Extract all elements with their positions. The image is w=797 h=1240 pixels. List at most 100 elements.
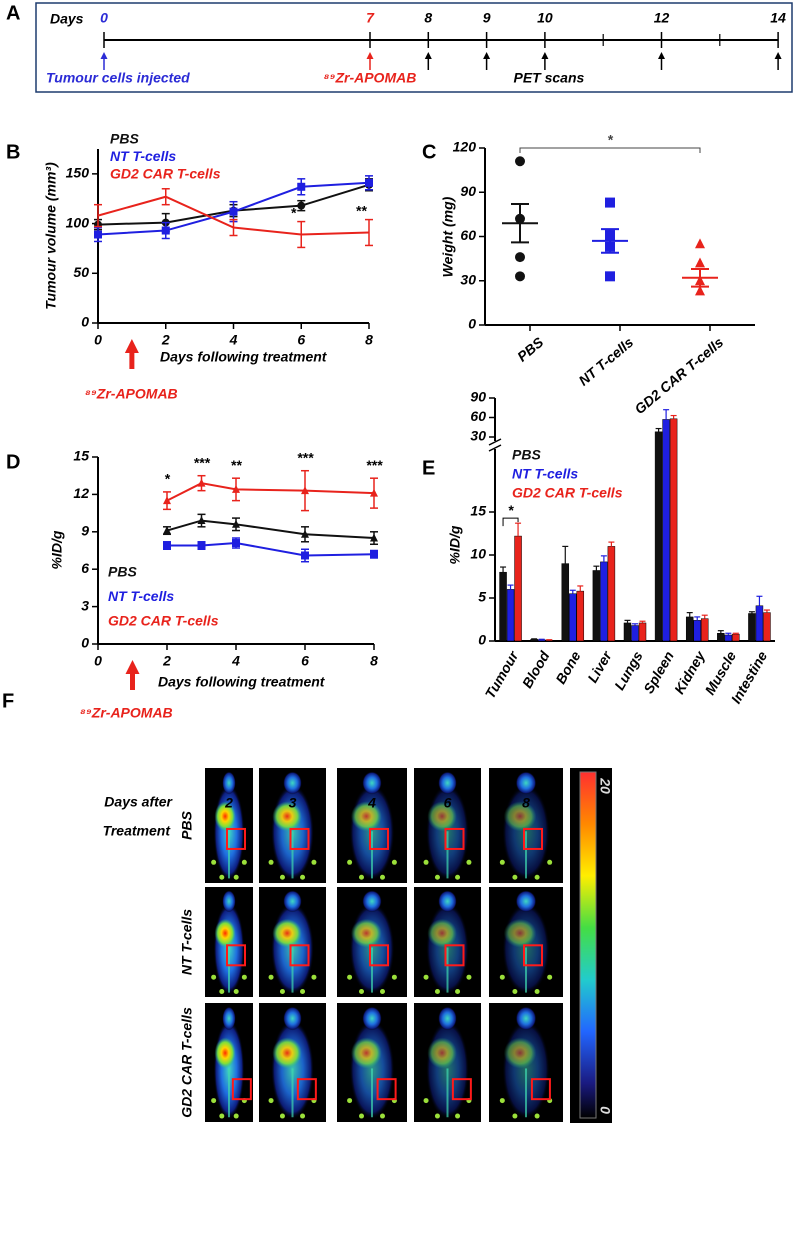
y-axis-label: %ID/g xyxy=(49,530,65,569)
y-tick-label: 120 xyxy=(453,139,477,155)
mouse-head xyxy=(438,1006,457,1031)
legend-entry: GD2 CAR T-cells xyxy=(110,166,221,182)
panel-label: F xyxy=(2,690,14,712)
treatment-label: ⁸⁹Zr-APOMAB xyxy=(85,386,178,402)
y-tick-label: 60 xyxy=(460,227,476,243)
x-tick-label: 0 xyxy=(94,653,102,669)
colorbar xyxy=(579,771,597,1119)
tumour-roi xyxy=(226,827,246,850)
y-tick-label: 90 xyxy=(470,389,486,405)
significance-bracket xyxy=(519,147,701,153)
column-label: 4 xyxy=(367,795,376,811)
uptake-spot xyxy=(512,874,518,880)
x-tick-label: PBS xyxy=(514,333,547,364)
bar xyxy=(700,618,709,642)
uptake-spot xyxy=(391,974,397,980)
uptake-spot xyxy=(279,989,285,994)
mouse-head xyxy=(222,890,236,913)
mouse-head xyxy=(283,890,302,913)
y-axis-label: Tumour volume (mm³) xyxy=(43,162,59,310)
x-tick-label: Blood xyxy=(519,648,553,691)
bar xyxy=(600,561,608,642)
event-label: Tumour cells injected xyxy=(46,70,190,86)
y-tick-label: 150 xyxy=(66,165,90,181)
event-arrow-head xyxy=(100,52,108,59)
panel-label: C xyxy=(422,141,436,163)
column-label: 6 xyxy=(444,795,452,811)
tumour-roi xyxy=(376,1078,397,1101)
legend-entry: NT T-cells xyxy=(110,148,176,164)
y-tick-label: 30 xyxy=(460,271,476,287)
axis-break xyxy=(488,444,502,452)
point xyxy=(515,156,525,167)
uptake-spot xyxy=(219,874,225,880)
uptake-spot xyxy=(233,1113,239,1119)
point xyxy=(232,539,240,548)
point xyxy=(365,178,373,187)
bar xyxy=(732,633,740,642)
x-axis-label: Days following treatment xyxy=(158,674,326,690)
uptake-liver xyxy=(351,918,382,948)
mouse-head xyxy=(438,771,457,795)
bar xyxy=(638,622,647,642)
tumour-roi xyxy=(444,827,465,850)
point xyxy=(229,207,238,216)
uptake-liver xyxy=(427,918,457,948)
uptake-spot xyxy=(268,974,274,980)
scan-arrow-head xyxy=(658,52,665,59)
x-tick-label: 6 xyxy=(301,653,309,669)
uptake-spot xyxy=(219,989,225,994)
uptake-spot xyxy=(347,974,353,980)
axis-break xyxy=(488,438,502,446)
uptake-spot xyxy=(466,859,472,865)
uptake-spot xyxy=(391,859,397,865)
x-tick-label: 8 xyxy=(370,653,378,669)
legend-entry: GD2 CAR T-cells xyxy=(512,485,623,501)
uptake-spot xyxy=(455,1113,461,1119)
significance-bracket xyxy=(502,517,519,527)
tumour-roi xyxy=(369,944,389,967)
bar xyxy=(576,590,585,642)
uptake-spot xyxy=(466,974,472,980)
treatment-label: ⁸⁹Zr-APOMAB xyxy=(80,705,173,721)
y-tick-label: 90 xyxy=(460,183,476,199)
imaging-header: Days after xyxy=(104,794,173,810)
y-tick-label: 100 xyxy=(66,214,90,230)
uptake-spot xyxy=(279,874,285,880)
y-tick-label: 0 xyxy=(478,632,486,648)
y-tick-label: 30 xyxy=(470,428,486,444)
mouse-head xyxy=(515,1006,537,1031)
uptake-spot xyxy=(211,1098,217,1104)
point xyxy=(197,541,206,550)
y-axis-label: Weight (mg) xyxy=(440,196,456,277)
uptake-spot xyxy=(241,859,247,865)
significance: *** xyxy=(366,457,383,473)
mouse-head xyxy=(222,1006,236,1031)
uptake-spot xyxy=(347,1098,353,1104)
point xyxy=(232,519,240,528)
uptake-liver xyxy=(427,1037,457,1069)
scan-arrow-head xyxy=(424,52,432,59)
uptake-spot xyxy=(499,974,505,980)
significance: * xyxy=(291,204,297,220)
y-tick-label: 0 xyxy=(468,316,476,332)
x-axis-label: Days following treatment xyxy=(160,349,328,365)
x-tick-label: Bone xyxy=(552,648,583,686)
uptake-spot xyxy=(534,1113,540,1119)
y-axis-label: %ID/g xyxy=(447,525,463,564)
significance: * xyxy=(607,132,613,148)
uptake-liver xyxy=(214,918,236,948)
uptake-spot xyxy=(380,989,385,994)
uptake-liver xyxy=(214,801,236,832)
uptake-spot xyxy=(359,1113,364,1119)
panel-label: A xyxy=(6,2,20,24)
timeline-day: 0 xyxy=(100,10,108,26)
column-label: 3 xyxy=(289,795,297,811)
uptake-spot xyxy=(547,974,553,980)
y-tick-label: 0 xyxy=(81,314,89,330)
legend-entry: PBS xyxy=(110,131,139,147)
uptake-spot xyxy=(233,989,239,994)
uptake-spot xyxy=(219,1113,225,1119)
point xyxy=(605,271,615,282)
y-tick-label: 0 xyxy=(81,635,89,651)
